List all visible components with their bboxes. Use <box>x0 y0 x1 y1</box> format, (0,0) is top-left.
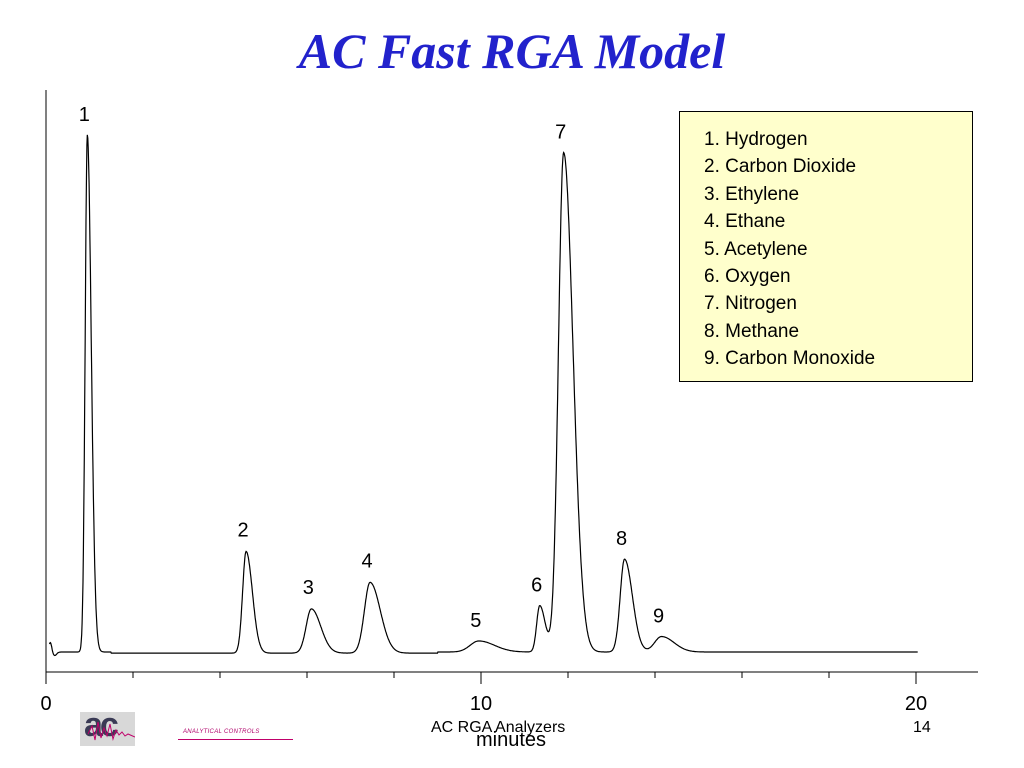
legend-item: 5. Acetylene <box>704 238 808 260</box>
peak-label: 7 <box>555 122 566 144</box>
legend-item: 6. Oxygen <box>704 266 791 288</box>
analytical-controls-logo: ac ANALYTICAL CONTROLS <box>80 706 295 748</box>
logo-caption: ANALYTICAL CONTROLS <box>183 729 260 735</box>
logo-mark: ac <box>80 706 135 746</box>
chromatogram-trace <box>48 134 918 657</box>
peak-label: 3 <box>303 577 314 599</box>
logo-underline <box>178 739 293 740</box>
legend-item: 1. Hydrogen <box>704 129 808 150</box>
legend-item: 3. Ethylene <box>704 183 800 205</box>
footer-text: AC RGA Analyzers <box>431 719 566 736</box>
peak-label: 6 <box>531 575 542 597</box>
legend-item: 8. Methane <box>704 320 800 342</box>
page-number: 14 <box>913 719 931 736</box>
x-axis-label: minutes <box>476 729 546 751</box>
logo-wave-icon <box>87 721 135 741</box>
peak-label: 2 <box>238 519 249 541</box>
peak-label: 4 <box>362 550 373 572</box>
peak-label: 9 <box>653 606 664 628</box>
legend-item: 2. Carbon Dioxide <box>704 156 857 178</box>
x-tick-label: 20 <box>905 693 927 715</box>
legend-item: 9. Carbon Monoxide <box>704 348 876 370</box>
x-tick-label: 0 <box>40 693 51 715</box>
peak-label: 5 <box>470 610 481 632</box>
legend-item: 7. Nitrogen <box>704 293 797 315</box>
legend-item: 4. Ethane <box>704 211 786 233</box>
peak-label: 1 <box>79 104 90 126</box>
slide-title: AC Fast RGA Model <box>298 23 726 79</box>
peak-label: 8 <box>616 528 627 550</box>
x-tick-label: 10 <box>470 693 492 715</box>
peak-legend: 1. Hydrogen 2. Carbon Dioxide 3. Ethylene 4… <box>679 111 973 382</box>
